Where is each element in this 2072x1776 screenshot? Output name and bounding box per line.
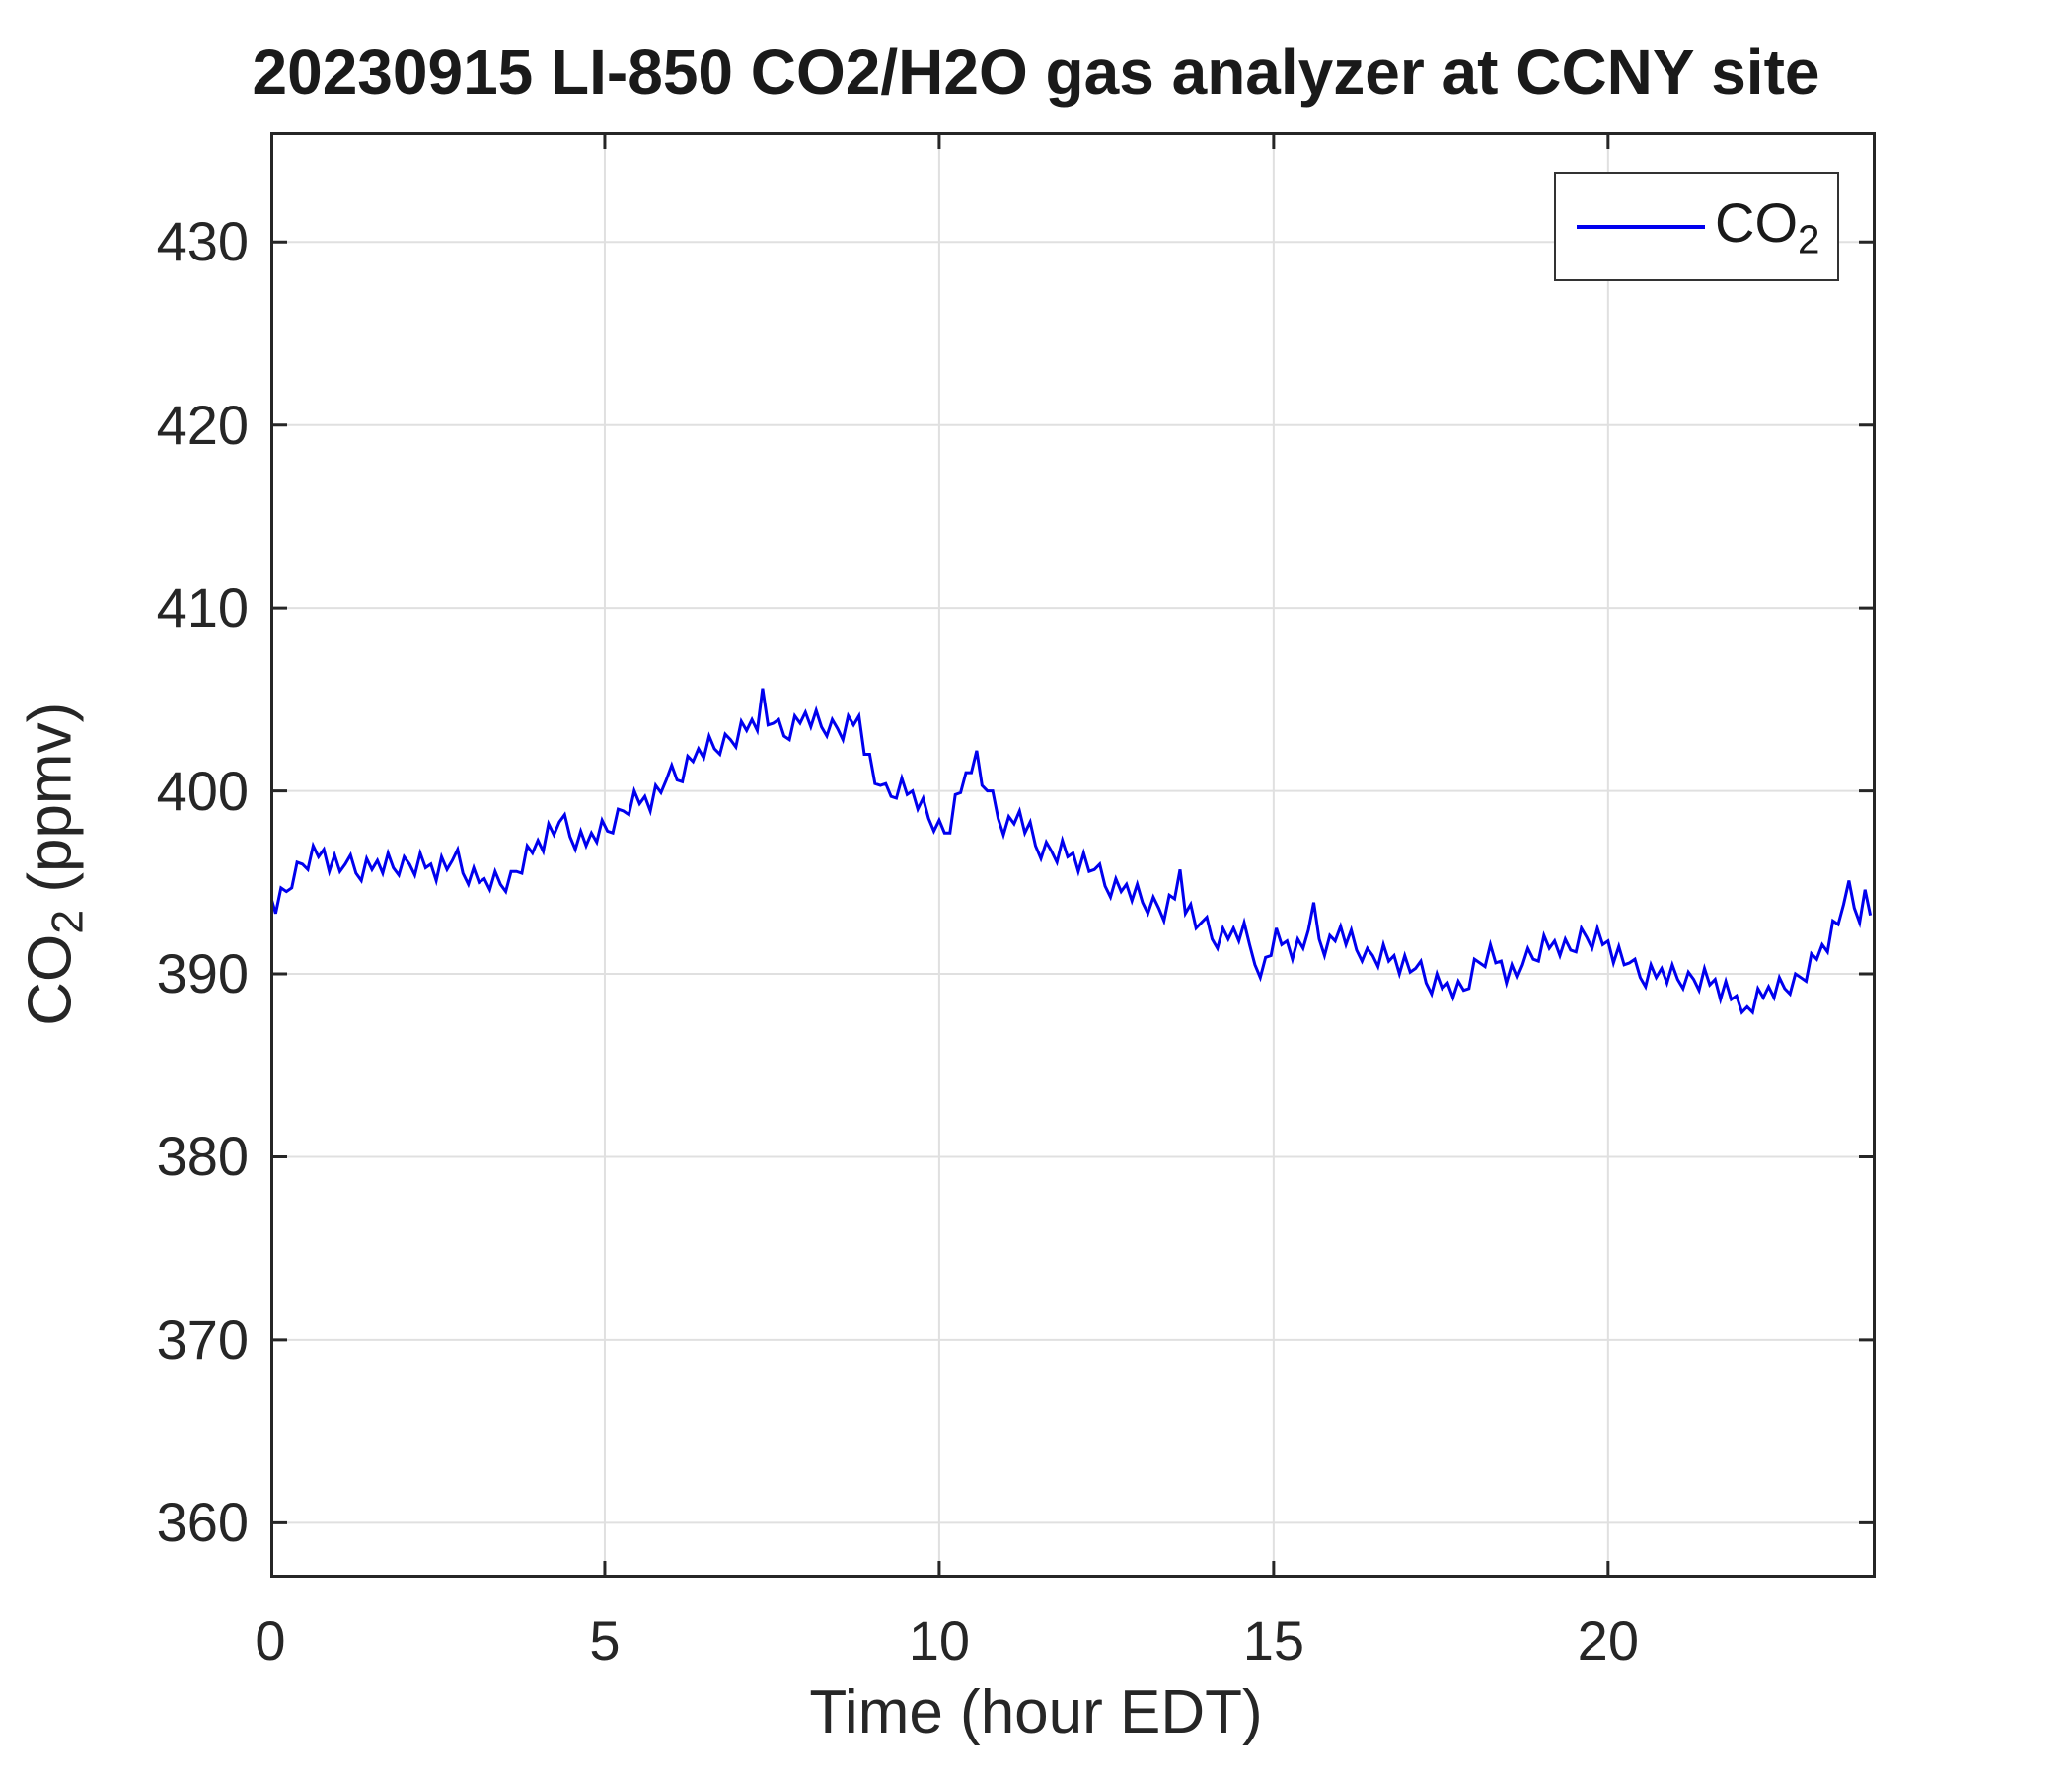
plot-title: 20230915 LI-850 CO2/H2O gas analyzer at … [252,37,1820,108]
legend-entry-subscript: 2 [1798,216,1820,262]
y-axis-label: CO2 (ppmv) [15,420,93,1308]
y-tick-label: 380 [156,1125,249,1188]
x-tick-label: 15 [1242,1609,1305,1671]
legend-line-sample [1577,224,1705,229]
y-tick-label: 400 [156,759,249,822]
y-tick-label: 390 [156,942,249,1005]
y-tick-label: 420 [156,393,249,456]
axes-border [270,132,1876,1578]
y-axis-label-units: (ppmv) [16,702,85,910]
x-axis-label: Time (hour EDT) [809,1678,1263,1746]
series-line-CO2 [270,688,1873,1016]
y-tick-label: 360 [156,1491,249,1554]
y-axis-label-main: CO [16,933,85,1026]
legend-box: CO2 [1554,172,1839,281]
x-tick-label: 5 [589,1609,621,1671]
legend-entry-label: CO2 [1715,190,1819,262]
y-tick-label: 430 [156,210,249,273]
x-tick-label: 0 [255,1609,286,1671]
x-tick-label: 20 [1577,1609,1639,1671]
plot-area [270,132,1876,1578]
y-tick-label: 370 [156,1307,249,1370]
legend-entry-text: CO [1715,190,1798,254]
x-tick-label: 10 [908,1609,971,1671]
y-axis-label-subscript: 2 [43,909,93,934]
y-tick-label: 410 [156,576,249,639]
